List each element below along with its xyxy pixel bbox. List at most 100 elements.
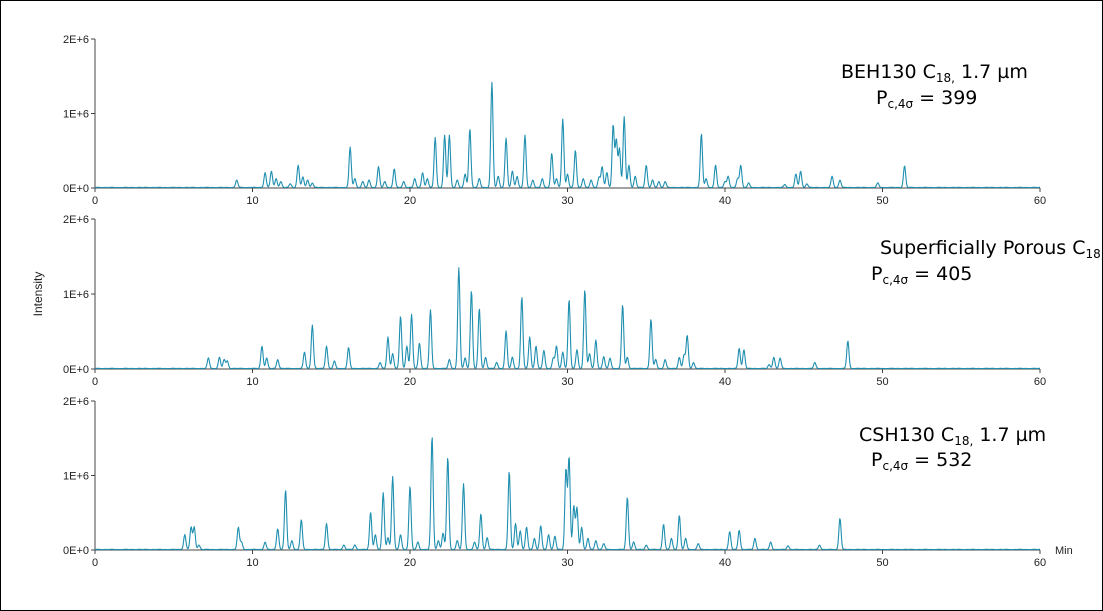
chromatogram-trace-3: [94, 437, 1041, 551]
peak-point: [606, 173, 607, 174]
peak-point: [665, 359, 666, 360]
peak-point: [740, 165, 741, 166]
peak-point: [679, 515, 680, 516]
column-phase-subscript: 18,: [1086, 247, 1103, 261]
peak-point: [463, 484, 464, 485]
column-particle-size: 1.7 µm: [955, 61, 1028, 83]
x-tick-label: 60: [1034, 376, 1046, 388]
peak-point: [512, 171, 513, 172]
peak-point: [609, 358, 610, 359]
peak-point: [375, 535, 376, 536]
peak-capacity-subscript: c,4σ: [882, 273, 908, 287]
peak-point: [556, 346, 557, 347]
peak-point: [847, 341, 848, 342]
peak-point: [449, 135, 450, 136]
peak-point: [532, 180, 533, 181]
peak-point: [442, 533, 443, 534]
peak-capacity-symbol: P: [876, 87, 887, 109]
peak-point: [568, 299, 569, 300]
peak-point: [655, 359, 656, 360]
peak-point: [392, 353, 393, 354]
peak-point: [562, 352, 563, 353]
peak-point: [543, 350, 544, 351]
x-tick-label: 60: [1034, 557, 1046, 569]
peak-point: [290, 184, 291, 185]
peak-point: [584, 290, 585, 291]
peak-point: [276, 178, 277, 179]
peak-point: [277, 529, 278, 530]
peak-point: [568, 457, 569, 458]
peak-point: [184, 535, 185, 536]
peak-point: [430, 310, 431, 311]
peak-point: [535, 346, 536, 347]
y-tick-label: 2E+6: [63, 396, 89, 408]
peak-point: [348, 347, 349, 348]
peak-point: [291, 540, 292, 541]
peak-point: [298, 165, 299, 166]
peak-point: [706, 178, 707, 179]
peak-point: [419, 343, 420, 344]
column-annotation: Superficially Porous C18, 1.7 µm: [880, 237, 1103, 261]
peak-point: [417, 542, 418, 543]
peak-point: [438, 540, 439, 541]
peak-point: [603, 356, 604, 357]
x-tick-label: 50: [876, 557, 888, 569]
column-particle-size: 1.7 µm: [973, 424, 1046, 446]
y-tick-label: 2E+6: [63, 34, 89, 46]
peak-point: [236, 180, 237, 181]
x-tick-label: 0: [92, 557, 98, 569]
peak-point: [573, 506, 574, 507]
peak-point: [392, 476, 393, 477]
y-tick-label: 1E+6: [63, 471, 89, 483]
peak-point: [265, 542, 266, 543]
x-tick-label: 20: [404, 195, 416, 207]
peak-point: [658, 181, 659, 182]
peak-point: [208, 358, 209, 359]
peak-point: [487, 537, 488, 538]
peak-point: [414, 178, 415, 179]
peak-point: [627, 357, 628, 358]
peak-point: [447, 457, 448, 458]
x-tick-label: 10: [246, 557, 258, 569]
peak-capacity-symbol: P: [871, 449, 882, 471]
peak-point: [602, 167, 603, 168]
peak-point: [427, 178, 428, 179]
peak-point: [635, 176, 636, 177]
peak-point: [622, 305, 623, 306]
peak-point: [603, 543, 604, 544]
peak-point: [743, 350, 744, 351]
peak-capacity-annotation: Pc,4σ = 532: [871, 449, 972, 473]
peak-point: [671, 538, 672, 539]
x-tick-label: 30: [561, 376, 573, 388]
peak-capacity-subscript: c,4σ: [882, 459, 908, 473]
peak-point: [194, 527, 195, 528]
peak-point: [595, 540, 596, 541]
peak-point: [509, 471, 510, 472]
peak-point: [576, 508, 577, 509]
peak-point: [780, 358, 781, 359]
peak-point: [548, 535, 549, 536]
peak-capacity-annotation: Pc,4σ = 405: [871, 263, 972, 287]
peak-point: [238, 527, 239, 528]
y-tick-label: 0E+0: [63, 545, 89, 557]
peak-point: [334, 361, 335, 362]
peak-point: [739, 530, 740, 531]
peak-point: [524, 135, 525, 136]
peak-point: [616, 140, 617, 141]
peak-point: [261, 346, 262, 347]
peak-point: [465, 358, 466, 359]
peak-point: [773, 357, 774, 358]
peak-point: [565, 469, 566, 470]
peak-point: [400, 316, 401, 317]
peak-point: [474, 542, 475, 543]
column-annotation: BEH130 C18, 1.7 µm: [841, 61, 1028, 85]
column-annotation: CSH130 C18, 1.7 µm: [859, 424, 1046, 448]
peak-point: [521, 296, 522, 297]
y-tick-label: 2E+6: [63, 214, 89, 226]
peak-point: [394, 169, 395, 170]
peak-point: [715, 165, 716, 166]
column-phase-subscript: 18,: [954, 434, 973, 448]
peak-point: [326, 523, 327, 524]
peak-point: [400, 535, 401, 536]
chromatogram-panel-3: 0E+0 1E+6 2E+6 0 10 20 30 40 50 60 CSH130 C18, 1.7…: [63, 396, 1073, 569]
